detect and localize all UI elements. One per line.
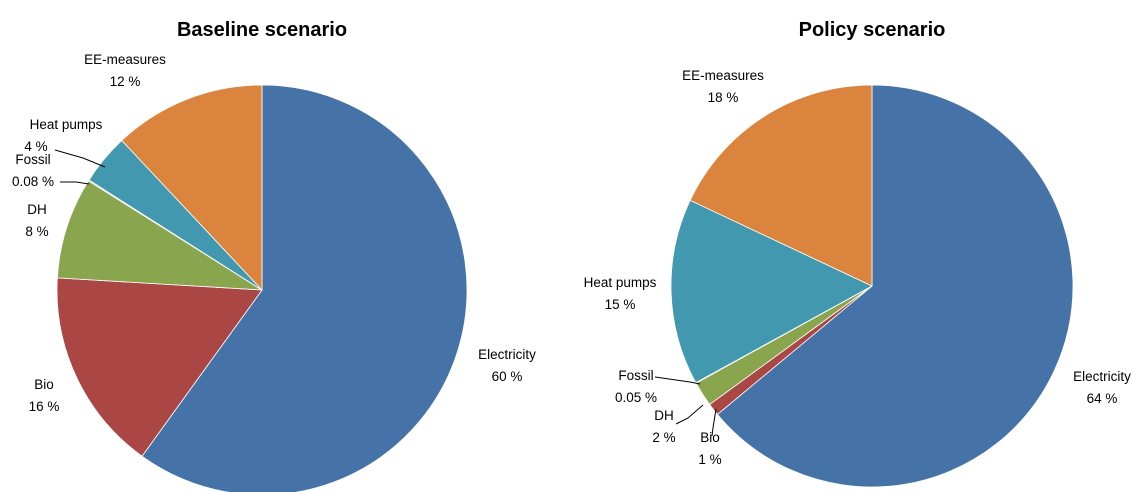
slice-value-ee-measures: 18 %	[708, 90, 739, 105]
slice-value-dh: 8 %	[25, 224, 48, 239]
leader-line-fossil	[60, 181, 90, 185]
slice-value-ee-measures: 12 %	[110, 74, 141, 89]
baseline-pie-chart: Baseline scenario Electricity 60 % Bio 1…	[12, 19, 536, 492]
pie-slice-dh	[56, 180, 263, 291]
slice-label-heat-pumps: Heat pumps	[30, 117, 103, 132]
slice-label-electricity: Electricity	[1073, 369, 1131, 384]
slice-value-electricity: 64 %	[1087, 391, 1118, 406]
slice-value-heat-pumps: 15 %	[605, 297, 636, 312]
pie-slices	[56, 84, 468, 492]
slice-label-bio: Bio	[34, 377, 54, 392]
pie-slice-bio	[56, 277, 263, 457]
pie-slice-ee-measures	[689, 84, 873, 287]
leader-line-bio	[711, 408, 717, 437]
chart-title: Baseline scenario	[177, 19, 347, 41]
pie-slices	[670, 84, 1074, 488]
slice-value-bio: 1 %	[698, 452, 721, 467]
slice-label-electricity: Electricity	[478, 347, 536, 362]
slice-value-fossil: 0.05 %	[615, 390, 657, 405]
slice-label-ee-measures: EE-measures	[682, 68, 764, 83]
pie-slice-electricity	[716, 84, 1074, 488]
slice-label-bio: Bio	[700, 430, 720, 445]
slice-label-fossil: Fossil	[15, 152, 50, 167]
chart-title: Policy scenario	[799, 19, 946, 41]
slice-label-ee-measures: EE-measures	[84, 52, 166, 67]
slice-value-dh: 2 %	[652, 430, 675, 445]
pie-slice-heat-pumps	[670, 199, 873, 384]
slice-label-dh: DH	[27, 202, 47, 217]
pie-slice-ee-measures	[121, 84, 263, 292]
policy-pie-chart: Policy scenario Electricity 64 % Bio 1 %…	[584, 19, 1131, 488]
leader-lines	[54, 149, 106, 185]
leader-lines	[654, 376, 717, 437]
slice-value-heat-pumps: 4 %	[24, 139, 47, 154]
pie-slice-electricity	[141, 84, 468, 492]
leader-line-fossil	[654, 376, 701, 385]
leader-line-heat-pumps	[54, 149, 106, 168]
leader-line-dh	[675, 404, 704, 425]
slice-label-dh: DH	[654, 408, 674, 423]
slice-label-fossil: Fossil	[618, 368, 653, 383]
slice-value-fossil: 0.08 %	[12, 174, 54, 189]
slice-label-heat-pumps: Heat pumps	[584, 275, 657, 290]
slice-value-electricity: 60 %	[492, 369, 523, 384]
slice-value-bio: 16 %	[29, 399, 60, 414]
